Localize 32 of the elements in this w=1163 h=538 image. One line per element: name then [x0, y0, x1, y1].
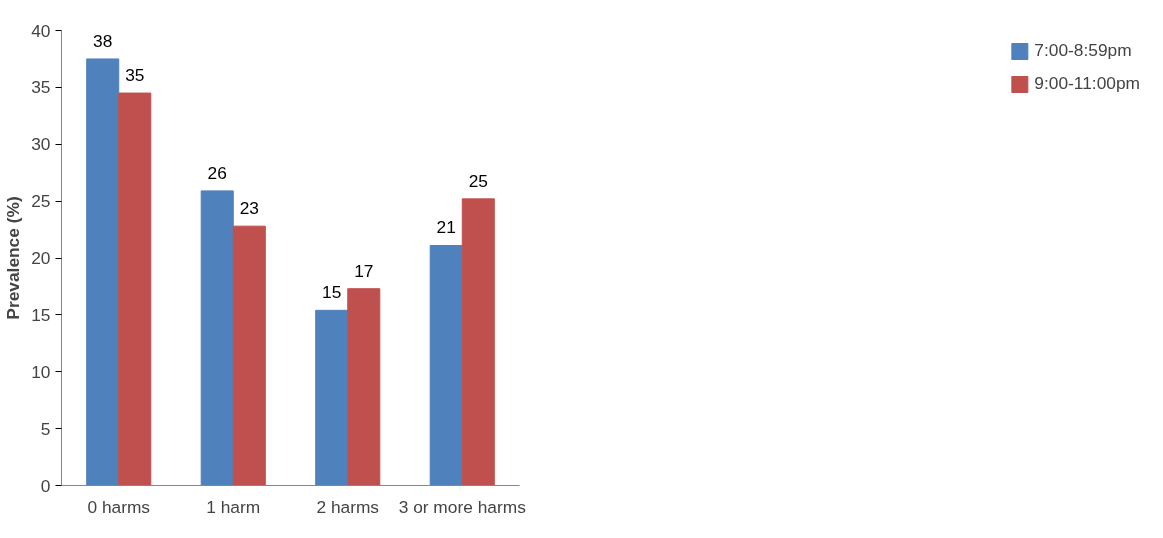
bar — [118, 92, 152, 486]
bar — [86, 58, 120, 486]
legend-label: 7:00-8:59pm — [1034, 40, 1132, 61]
data-label: 35 — [125, 65, 145, 86]
y-tick-label: 15 — [31, 304, 51, 325]
y-tick-label: 40 — [31, 20, 51, 41]
x-tick-label: 3 or more harms — [398, 496, 527, 517]
y-tick-label: 35 — [31, 77, 51, 98]
bar — [461, 198, 495, 486]
bar — [315, 309, 349, 486]
y-tick-label: 5 — [40, 418, 51, 439]
y-tick-label: 25 — [31, 191, 51, 212]
bar — [429, 244, 463, 486]
data-label: 17 — [354, 260, 374, 281]
y-tick-label: 30 — [31, 134, 51, 155]
y-axis-title: Prevalence (%) — [3, 196, 24, 320]
legend-label: 9:00-11:00pm — [1034, 73, 1140, 94]
y-tick-label: 0 — [40, 475, 51, 496]
bar — [232, 225, 266, 486]
data-label: 25 — [468, 170, 488, 191]
x-tick-label: 2 harms — [316, 496, 380, 517]
bar — [347, 288, 381, 486]
x-tick-label: 1 harm — [206, 496, 261, 517]
data-label: 38 — [93, 30, 113, 51]
data-label: 15 — [322, 282, 342, 303]
y-tick-label: 10 — [31, 361, 51, 382]
data-label: 21 — [436, 217, 456, 238]
data-label: 26 — [207, 162, 227, 183]
bar — [200, 190, 234, 486]
data-label: 23 — [239, 198, 259, 219]
y-tick-label: 20 — [31, 248, 51, 268]
x-tick-label: 0 harms — [87, 496, 151, 517]
